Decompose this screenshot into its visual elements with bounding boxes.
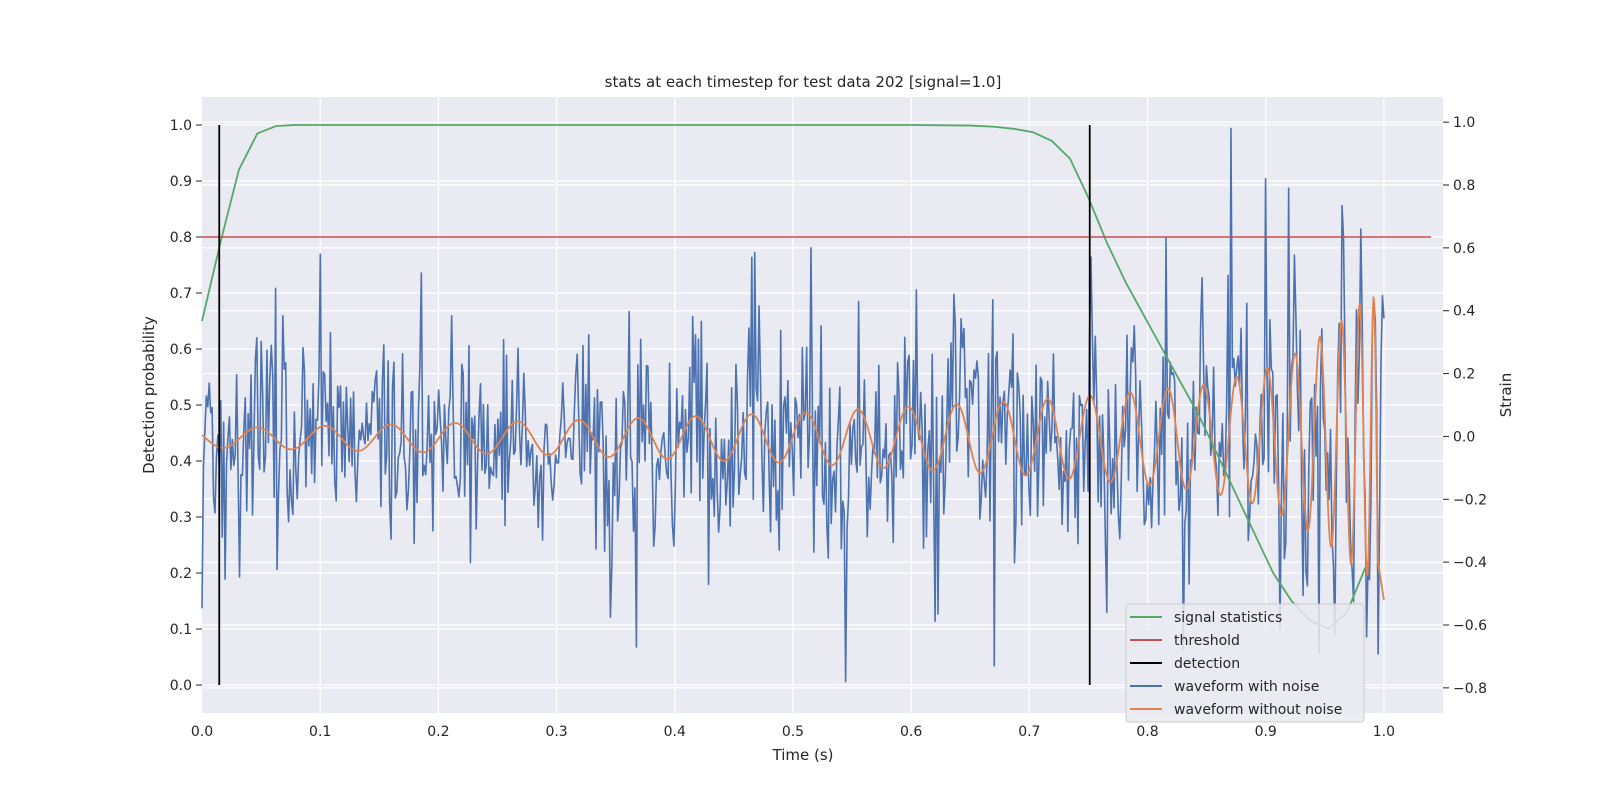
chart-title: stats at each timestep for test data 202… <box>605 73 1002 91</box>
y-tick-label: 0.8 <box>170 230 192 246</box>
y-right-tick-label: 0.2 <box>1453 367 1475 383</box>
legend-label-noisy: waveform with noise <box>1174 679 1319 695</box>
x-tick-label: 0.6 <box>900 724 922 740</box>
legend-box <box>1125 603 1365 723</box>
x-tick-label: 0.0 <box>191 724 213 740</box>
x-axis-label: Time (s) <box>772 746 834 764</box>
legend-label-detection: detection <box>1174 656 1240 672</box>
y-right-tick-label: −0.2 <box>1453 492 1487 508</box>
x-tick-label: 0.2 <box>427 724 449 740</box>
x-tick-label: 0.8 <box>1136 724 1158 740</box>
y-tick-label: 0.0 <box>170 678 192 694</box>
y-right-tick-label: 0.4 <box>1453 304 1475 320</box>
y-right-tick-label: 0.6 <box>1453 241 1475 257</box>
y-tick-label: 0.3 <box>170 510 192 526</box>
y-axis-right-label: Strain <box>1497 373 1515 417</box>
y-right-tick-label: 0.0 <box>1453 429 1475 445</box>
series-waveform-with-noise <box>201 127 1385 683</box>
y-tick-label: 0.7 <box>170 286 192 302</box>
series-layer <box>201 124 1432 685</box>
y-tick-label: 0.2 <box>170 566 192 582</box>
y-right-tick-label: 0.8 <box>1453 178 1475 194</box>
series-waveform-without-noise <box>201 296 1385 600</box>
x-tick-label: 0.3 <box>545 724 567 740</box>
y-right-tick-label: −0.4 <box>1453 555 1487 571</box>
legend-label-threshold: threshold <box>1174 633 1240 649</box>
y-axis-label: Detection probability <box>140 316 158 474</box>
y-tick-label: 0.1 <box>170 622 192 638</box>
x-tick-label: 0.5 <box>782 724 804 740</box>
y-tick-label: 0.4 <box>170 454 192 470</box>
y-tick-label: 0.9 <box>170 174 192 190</box>
x-tick-label: 0.9 <box>1255 724 1277 740</box>
legend-label-clean: waveform without noise <box>1174 702 1342 718</box>
axes: 0.0 0.1 0.2 0.3 0.4 0.5 0.6 0.7 0.8 0.9 1.0 0.0 0.1 0… <box>170 115 1487 740</box>
legend: signal statistics threshold detection wa… <box>1125 603 1365 723</box>
y-right-tick-label: −0.8 <box>1453 681 1487 697</box>
y-right-tick-label: 1.0 <box>1453 115 1475 131</box>
y-tick-label: 1.0 <box>170 118 192 134</box>
x-tick-label: 1.0 <box>1373 724 1395 740</box>
legend-label-signal: signal statistics <box>1174 610 1282 626</box>
y-tick-label: 0.6 <box>170 342 192 358</box>
x-tick-label: 0.1 <box>309 724 331 740</box>
series-signal-statistics <box>201 124 1367 630</box>
x-tick-label: 0.7 <box>1018 724 1040 740</box>
x-tick-label: 0.4 <box>664 724 686 740</box>
y-tick-label: 0.5 <box>170 398 192 414</box>
y-right-tick-label: −0.6 <box>1453 618 1487 634</box>
